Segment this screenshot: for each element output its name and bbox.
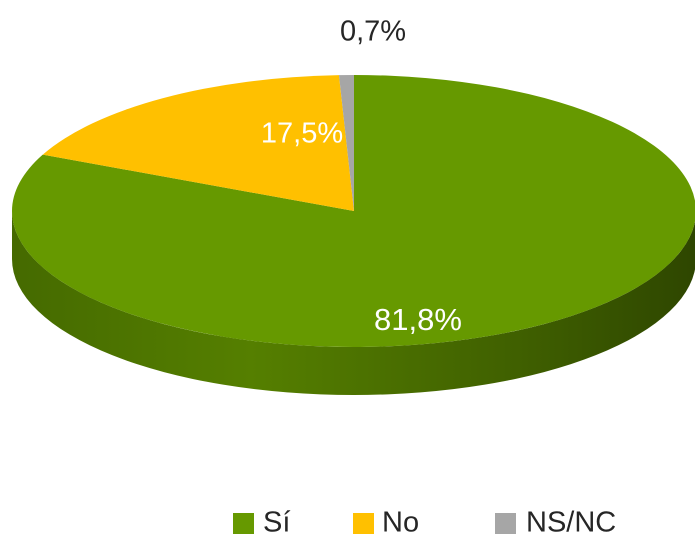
legend-label-si: Sí xyxy=(263,507,290,539)
pie-slice-ns-nc xyxy=(338,75,354,211)
legend-item-ns-nc: NS/NC xyxy=(495,507,616,539)
legend-item-si: Sí xyxy=(233,507,290,539)
pie-slice-si xyxy=(12,75,695,347)
legend-swatch-si xyxy=(233,513,254,534)
legend: Sí No NS/NC xyxy=(233,507,616,539)
data-label-no: 17,5% xyxy=(261,118,343,150)
legend-label-no: No xyxy=(382,507,419,539)
pie-depth-layer xyxy=(12,211,695,395)
legend-item-no: No xyxy=(353,507,419,539)
legend-swatch-ns-nc xyxy=(495,513,516,534)
pie-slices-layer xyxy=(12,75,695,347)
data-label-ns-nc: 0,7% xyxy=(340,16,406,48)
data-label-si: 81,8% xyxy=(374,302,462,337)
pie-slice-no xyxy=(42,75,354,211)
data-labels-layer: 81,8% 17,5% 0,7% xyxy=(261,16,462,338)
legend-swatch-no xyxy=(353,513,374,534)
legend-label-ns-nc: NS/NC xyxy=(526,507,616,539)
pie-side-si xyxy=(12,211,695,395)
